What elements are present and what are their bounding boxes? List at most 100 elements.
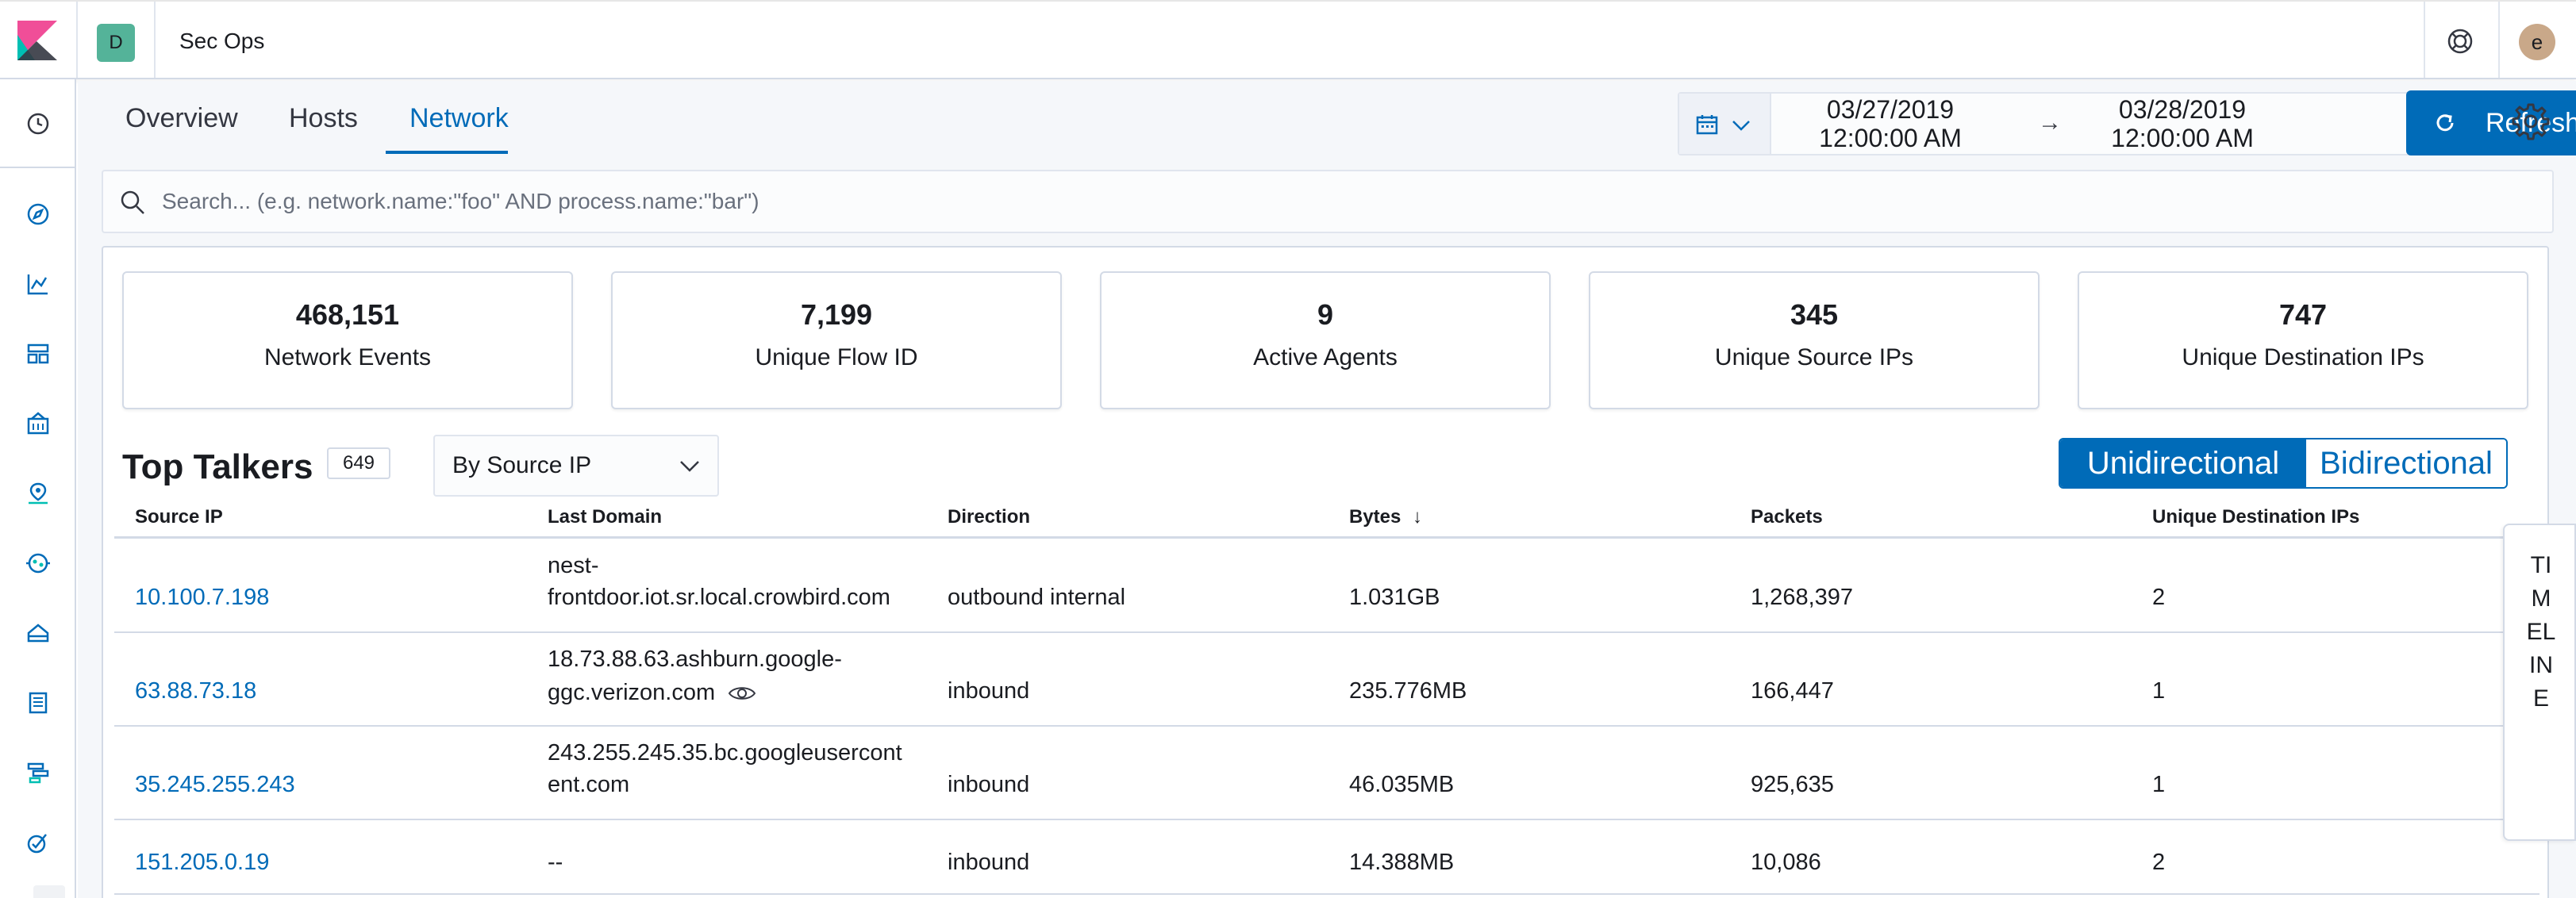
- machine-learning-icon[interactable]: [22, 547, 54, 579]
- user-avatar[interactable]: e: [2519, 24, 2555, 60]
- stat-card-network-events: 468,151 Network Events: [122, 271, 573, 409]
- column-header-unique-destination-ips[interactable]: Unique Destination IPs: [2152, 506, 2360, 528]
- column-header-direction[interactable]: Direction: [948, 506, 1031, 528]
- date-range-picker: 03/27/2019 12:00:00 AM → 03/28/2019 12:0…: [1678, 92, 2533, 155]
- apm-icon[interactable]: [22, 757, 54, 789]
- top-talkers-title: Top Talkers: [122, 447, 313, 486]
- top-talkers-count-badge: 649: [327, 447, 390, 479]
- stat-card-unique-destination-ips: 747 Unique Destination IPs: [2078, 271, 2528, 409]
- direction-cell: inbound: [948, 678, 1030, 704]
- direction-cell: inbound: [948, 850, 1030, 875]
- main-content: Overview Hosts Network 03/27/2019 12:00:…: [78, 81, 2576, 898]
- maps-icon[interactable]: [22, 478, 54, 509]
- select-value: By Source IP: [452, 452, 592, 478]
- source-ip-link[interactable]: 35.245.255.243: [135, 772, 295, 797]
- timeline-flyout-button[interactable]: TIMELINE: [2503, 524, 2576, 841]
- chevron-down-icon: [1732, 121, 1750, 131]
- breadcrumb-title: Sec Ops: [179, 29, 265, 53]
- last-domain-line: 243.255.245.35.bc.googleusercont: [548, 740, 902, 766]
- packets-cell: 925,635: [1751, 772, 1834, 797]
- row-divider: [114, 819, 2539, 820]
- start-time[interactable]: 12:00:00 AM: [1819, 124, 1962, 152]
- search-bar: [102, 170, 2554, 233]
- bytes-cell: 14.388MB: [1349, 850, 1455, 875]
- packets-cell: 1,268,397: [1751, 585, 1854, 610]
- packets-cell: 166,447: [1751, 678, 1834, 704]
- start-date[interactable]: 03/27/2019: [1826, 95, 1955, 124]
- packets-cell: 10,086: [1751, 850, 1821, 875]
- uptime-icon[interactable]: [22, 827, 54, 858]
- source-ip-link[interactable]: 63.88.73.18: [135, 678, 257, 704]
- stat-value: 747: [2278, 298, 2328, 331]
- source-ip-link[interactable]: 151.205.0.19: [135, 850, 270, 875]
- tab-network[interactable]: Network: [409, 103, 509, 133]
- column-header-last-domain[interactable]: Last Domain: [548, 506, 663, 528]
- kibana-logo-icon[interactable]: [17, 21, 57, 60]
- bytes-cell: 235.776MB: [1349, 678, 1467, 704]
- quick-select-button[interactable]: [1679, 94, 1771, 154]
- recently-viewed-icon[interactable]: [22, 108, 54, 140]
- last-domain-line: ent.com: [548, 772, 630, 797]
- gear-icon[interactable]: [2511, 102, 2551, 141]
- logs-icon[interactable]: [22, 687, 54, 719]
- visualize-icon[interactable]: [22, 268, 54, 300]
- space-avatar[interactable]: D: [97, 24, 135, 62]
- source-ip-link[interactable]: 10.100.7.198: [135, 585, 270, 610]
- unidirectional-button[interactable]: Unidirectional: [2060, 439, 2306, 487]
- direction-cell: outbound internal: [948, 585, 1126, 610]
- left-nav: [0, 79, 76, 898]
- bytes-cell: 1.031GB: [1349, 585, 1440, 610]
- header-divider: [2498, 2, 2500, 78]
- canvas-icon[interactable]: [22, 408, 54, 439]
- bidirectional-button[interactable]: Bidirectional: [2306, 439, 2506, 487]
- top-header: D Sec Ops e: [0, 0, 2576, 79]
- nav-collapse-handle[interactable]: [33, 885, 65, 898]
- header-divider: [154, 2, 156, 78]
- sort-arrow-icon: ↓: [1413, 506, 1423, 528]
- table-header-divider: [114, 536, 2539, 539]
- last-domain-line: --: [548, 850, 563, 875]
- discover-compass-icon[interactable]: [22, 198, 54, 230]
- column-header-source-ip[interactable]: Source IP: [135, 506, 223, 528]
- refresh-label: Refresh: [2486, 108, 2576, 138]
- header-divider: [76, 2, 78, 78]
- help-icon[interactable]: [2444, 25, 2476, 57]
- end-date[interactable]: 03/28/2019: [2118, 95, 2247, 124]
- nav-divider: [0, 167, 76, 168]
- stat-card-unique-flow-id: 7,199 Unique Flow ID: [611, 271, 1062, 409]
- dashboard-icon[interactable]: [22, 338, 54, 370]
- eye-icon[interactable]: [728, 684, 756, 703]
- search-input[interactable]: [162, 181, 2527, 222]
- network-panel: 468,151 Network Events 7,199 Unique Flow…: [102, 246, 2549, 898]
- calendar-icon: [1696, 115, 1718, 135]
- end-time[interactable]: 12:00:00 AM: [2111, 124, 2254, 152]
- stat-value: 468,151: [295, 298, 400, 331]
- stat-label: Network Events: [263, 344, 432, 370]
- unique-dest-cell: 2: [2152, 585, 2166, 610]
- infrastructure-icon[interactable]: [22, 617, 54, 649]
- bytes-cell: 46.035MB: [1349, 772, 1455, 797]
- last-domain-line: 18.73.88.63.ashburn.google-: [548, 647, 842, 672]
- header-divider: [2424, 2, 2425, 78]
- stat-card-unique-source-ips: 345 Unique Source IPs: [1589, 271, 2040, 409]
- tab-overview[interactable]: Overview: [125, 103, 238, 133]
- row-divider: [114, 725, 2539, 727]
- stat-card-active-agents: 9 Active Agents: [1100, 271, 1551, 409]
- unique-dest-cell: 1: [2152, 678, 2166, 704]
- active-tab-indicator: [386, 151, 508, 154]
- stat-value: 7,199: [800, 298, 873, 331]
- column-header-bytes[interactable]: Bytes ↓: [1349, 506, 1422, 528]
- last-domain-line: nest-: [548, 553, 599, 578]
- date-range-arrow: →: [2038, 109, 2062, 136]
- timeline-label: TIMELINE: [2526, 552, 2556, 712]
- stat-label: Active Agents: [1253, 344, 1398, 370]
- row-divider: [114, 893, 2539, 895]
- unique-dest-cell: 1: [2152, 772, 2166, 797]
- unique-dest-cell: 2: [2152, 850, 2166, 875]
- talkers-by-select[interactable]: By Source IP: [433, 435, 719, 497]
- refresh-icon: [2436, 114, 2454, 132]
- last-domain-line: ggc.verizon.com: [548, 680, 716, 705]
- column-header-label: Bytes: [1349, 506, 1401, 528]
- column-header-packets[interactable]: Packets: [1751, 506, 1823, 528]
- tab-hosts[interactable]: Hosts: [289, 103, 358, 133]
